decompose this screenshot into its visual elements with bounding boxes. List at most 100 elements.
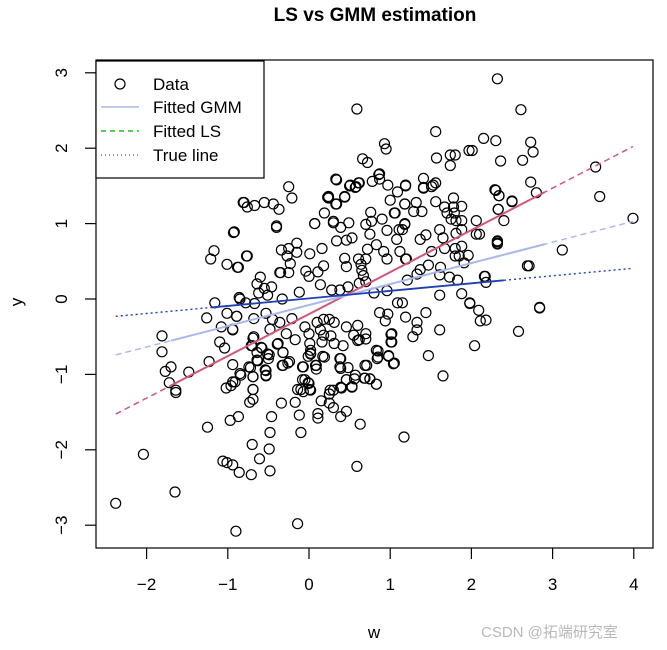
data-point — [340, 261, 352, 273]
y-tick-label: 0 — [52, 294, 71, 303]
data-point — [346, 232, 358, 244]
data-point — [434, 261, 447, 273]
data-point — [360, 328, 372, 340]
legend-data-symbol — [114, 78, 126, 90]
data-point — [489, 184, 501, 196]
x-axis: −2 −1 0 1 2 3 4 — [137, 548, 639, 594]
data-point — [515, 104, 527, 116]
true-line-dotted — [115, 267, 634, 318]
data-point — [305, 344, 317, 356]
data-point — [449, 149, 461, 161]
data-point — [470, 228, 482, 240]
data-point — [241, 201, 253, 213]
data-point — [227, 359, 239, 371]
data-point — [312, 266, 324, 278]
data-point — [232, 261, 244, 273]
true-line — [211, 279, 504, 309]
data-point — [385, 336, 397, 348]
data-point — [437, 370, 449, 382]
data-point — [292, 383, 304, 396]
data-point — [361, 359, 373, 371]
data-point — [463, 144, 475, 157]
data-point — [283, 356, 296, 368]
data-point — [201, 421, 214, 433]
data-point — [340, 234, 352, 246]
legend-label-ls: Fitted LS — [153, 122, 221, 141]
data-point — [283, 242, 295, 255]
x-tick-label: 1 — [385, 575, 394, 594]
data-point — [426, 245, 438, 258]
data-point — [302, 350, 314, 362]
data-point — [231, 310, 243, 322]
data-point — [296, 361, 309, 373]
data-point — [266, 411, 278, 423]
data-point — [281, 250, 293, 262]
data-point — [262, 353, 274, 365]
data-point — [339, 190, 351, 203]
data-point — [417, 182, 430, 194]
data-point — [302, 377, 314, 389]
fitted-ls — [170, 191, 545, 387]
data-point — [291, 237, 303, 249]
y-tick-label: −3 — [52, 516, 71, 535]
data-point — [244, 396, 256, 408]
data-point — [411, 268, 423, 280]
x-tick-label: 2 — [467, 575, 476, 594]
data-point — [227, 227, 240, 239]
data-point — [512, 325, 525, 337]
data-point — [331, 235, 343, 247]
data-point — [275, 397, 287, 409]
data-point — [303, 377, 315, 389]
data-point — [251, 346, 263, 359]
data-point — [219, 342, 231, 354]
data-point — [156, 330, 168, 342]
data-point — [293, 286, 305, 298]
data-point — [527, 146, 539, 158]
data-point — [331, 174, 343, 186]
data-point — [359, 372, 371, 384]
legend-label-data: Data — [153, 75, 189, 94]
data-point — [420, 307, 432, 319]
data-point — [361, 156, 374, 169]
data-point — [374, 173, 386, 185]
data-point — [365, 215, 378, 227]
data-point — [516, 154, 529, 166]
y-axis-label: y — [7, 297, 26, 306]
data-point — [449, 250, 461, 262]
data-point — [264, 465, 276, 477]
data-point — [447, 201, 460, 213]
data-point — [310, 359, 322, 371]
data-point — [364, 228, 376, 240]
data-point — [275, 267, 287, 279]
data-point — [245, 469, 257, 481]
data-point — [273, 203, 285, 215]
data-point — [318, 329, 330, 341]
data-point — [441, 207, 453, 219]
data-point — [376, 213, 388, 225]
data-point — [416, 205, 428, 218]
data-point — [253, 287, 265, 299]
data-point — [297, 386, 309, 398]
data-point — [374, 307, 386, 319]
data-point — [350, 181, 362, 193]
data-point — [473, 304, 485, 316]
data-point — [466, 144, 478, 157]
data-point — [456, 240, 468, 252]
data-point — [272, 337, 284, 350]
y-tick-label: 2 — [52, 143, 71, 152]
data-point — [334, 353, 346, 365]
data-point — [304, 337, 316, 350]
data-point — [312, 408, 324, 420]
data-point — [370, 239, 382, 251]
x-axis-label: w — [367, 623, 381, 642]
data-point — [398, 431, 410, 443]
data-point — [346, 380, 358, 393]
data-point — [110, 497, 122, 509]
data-point — [227, 459, 239, 471]
data-point — [260, 307, 272, 319]
data-point — [247, 383, 259, 396]
data-point — [490, 135, 502, 147]
data-point — [391, 233, 403, 245]
data-point — [289, 396, 301, 408]
data-point — [233, 466, 245, 478]
